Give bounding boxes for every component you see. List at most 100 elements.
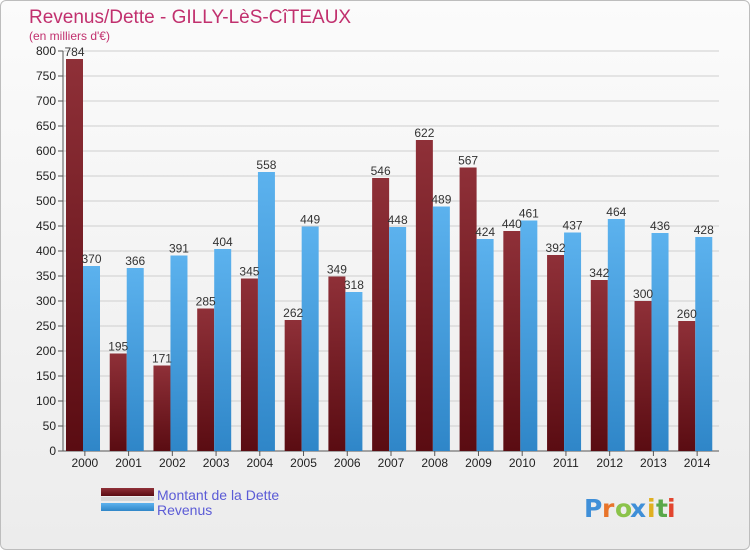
- data-label-revenus: 464: [606, 205, 626, 219]
- axis-layer: 0 50 100 150 200 250 300 350 400 450 500 550 600 650 7…: [36, 44, 719, 470]
- bar-revenus: [345, 292, 363, 451]
- bar-dette: [547, 255, 565, 451]
- bar-dette: [197, 308, 215, 451]
- bar-layer: [66, 59, 713, 451]
- legend-label-dette: Montant de la Dette: [157, 487, 279, 503]
- y-tick-label: 100: [36, 394, 56, 408]
- bar-revenus: [170, 255, 188, 451]
- bar-dette: [153, 365, 171, 451]
- data-label-revenus: 404: [213, 235, 233, 249]
- bar-revenus: [476, 239, 494, 451]
- data-label-dette: 440: [502, 217, 522, 231]
- y-tick-label: 250: [36, 319, 56, 333]
- logo-letter: P: [584, 494, 602, 523]
- y-tick-label: 500: [36, 194, 56, 208]
- chart-subtitle: (en milliers d'€): [29, 29, 110, 43]
- bar-revenus: [432, 206, 450, 451]
- legend-swatch-dette: [101, 488, 154, 496]
- legend: Montant de la Dette Revenus: [101, 487, 279, 518]
- x-tick-label: 2008: [421, 456, 448, 470]
- x-tick-label: 2007: [378, 456, 405, 470]
- bar-revenus: [520, 220, 538, 451]
- logo-letter: i: [667, 494, 676, 523]
- x-tick-label: 2005: [290, 456, 317, 470]
- data-label-revenus: 424: [475, 225, 495, 239]
- bar-dette: [678, 321, 696, 451]
- data-label-dette: 349: [327, 263, 347, 277]
- data-label-revenus: 391: [169, 242, 189, 256]
- data-label-revenus: 370: [81, 252, 101, 266]
- y-tick-label: 50: [43, 419, 57, 433]
- x-tick-label: 2014: [684, 456, 711, 470]
- bar-dette: [66, 59, 83, 451]
- y-tick-label: 550: [36, 169, 56, 183]
- logo-letter: i: [647, 494, 656, 523]
- x-tick-label: 2010: [509, 456, 536, 470]
- bar-dette: [415, 140, 433, 451]
- bar-dette: [284, 320, 302, 451]
- data-label-dette: 342: [589, 266, 609, 280]
- y-tick-label: 200: [36, 344, 56, 358]
- bar-revenus: [83, 266, 100, 451]
- x-tick-label: 2009: [465, 456, 492, 470]
- bar-revenus: [607, 219, 625, 451]
- logo-letter: x: [630, 494, 646, 523]
- data-label-dette: 195: [108, 340, 128, 354]
- data-label-revenus: 318: [344, 278, 364, 292]
- bar-dette: [109, 353, 127, 451]
- logo-letter: r: [602, 494, 615, 523]
- data-label-revenus: 449: [300, 213, 320, 227]
- bar-dette: [503, 231, 521, 451]
- bar-revenus: [257, 172, 275, 451]
- data-label-dette: 260: [677, 307, 697, 321]
- data-label-dette: 345: [239, 265, 259, 279]
- bar-revenus: [564, 232, 582, 451]
- x-tick-label: 2013: [640, 456, 667, 470]
- x-tick-label: 2003: [203, 456, 230, 470]
- y-tick-label: 700: [36, 94, 56, 108]
- data-label-dette: 300: [633, 287, 653, 301]
- x-tick-label: 2011: [553, 456, 579, 470]
- bar-revenus: [126, 268, 144, 451]
- data-label-revenus: 461: [519, 207, 539, 221]
- data-label-revenus: 428: [694, 223, 714, 237]
- chart-title: Revenus/Dette - GILLY-LèS-CîTEAUX: [29, 7, 351, 28]
- data-label-dette: 622: [414, 126, 434, 140]
- data-label-revenus: 437: [563, 219, 583, 233]
- data-label-dette: 171: [152, 352, 172, 366]
- bar-revenus: [389, 227, 407, 451]
- bar-revenus: [301, 226, 319, 451]
- y-tick-label: 400: [36, 244, 56, 258]
- bar-dette: [328, 276, 346, 451]
- x-tick-label: 2012: [596, 456, 623, 470]
- data-label-revenus: 436: [650, 219, 670, 233]
- bar-dette: [459, 167, 477, 451]
- data-label-revenus: 489: [431, 193, 451, 207]
- y-tick-label: 450: [36, 219, 56, 233]
- bar-dette: [372, 178, 390, 451]
- logo-letter: t: [656, 494, 668, 523]
- x-tick-label: 2001: [115, 456, 142, 470]
- x-tick-label: 2000: [72, 456, 99, 470]
- data-label-dette: 262: [283, 306, 303, 320]
- data-label-dette: 567: [458, 154, 478, 168]
- data-label-dette: 285: [196, 295, 216, 309]
- data-label-dette: 546: [371, 164, 391, 178]
- legend-swatch-divider: [101, 497, 154, 501]
- y-tick-label: 750: [36, 69, 56, 83]
- y-tick-label: 800: [36, 44, 56, 58]
- bar-dette: [240, 278, 258, 451]
- legend-swatch-revenus: [101, 503, 154, 511]
- bar-dette: [590, 280, 608, 451]
- y-tick-label: 650: [36, 119, 56, 133]
- data-label-revenus: 448: [388, 213, 408, 227]
- y-tick-label: 0: [49, 444, 56, 458]
- x-tick-label: 2006: [334, 456, 361, 470]
- data-label-dette: 784: [64, 45, 84, 59]
- y-tick-label: 300: [36, 294, 56, 308]
- legend-label-revenus: Revenus: [157, 502, 212, 518]
- y-tick-label: 600: [36, 144, 56, 158]
